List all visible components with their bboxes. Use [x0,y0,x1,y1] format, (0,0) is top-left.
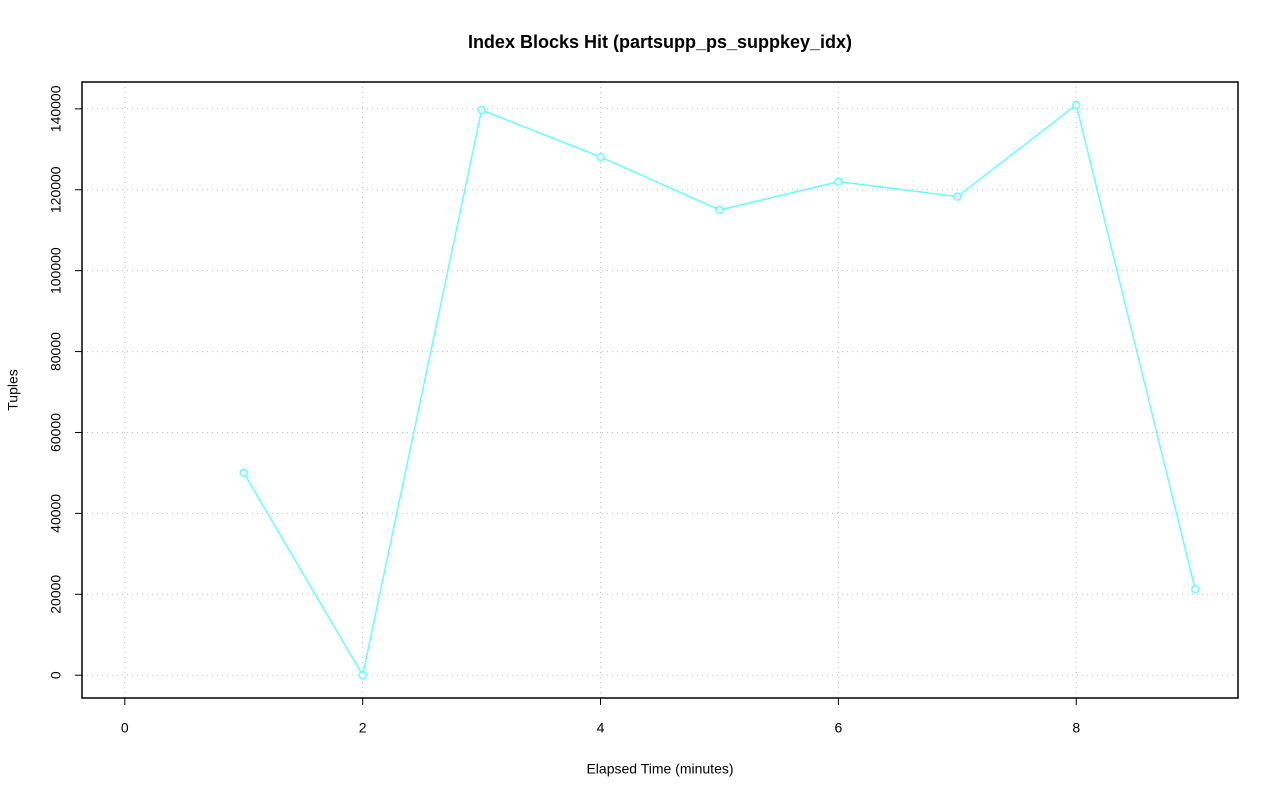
data-point [715,205,724,215]
data-point [1190,585,1200,594]
x-tick-label: 4 [597,720,605,736]
y-tick-label: 120000 [48,166,64,213]
x-tick-label: 0 [121,720,129,736]
data-point [477,105,486,115]
x-tick-label: 8 [1072,720,1080,736]
data-point [1072,100,1081,110]
chart-title: Index Blocks Hit (partsupp_ps_suppkey_id… [468,32,852,52]
x-axis-label: Elapsed Time (minutes) [586,761,733,777]
data-point [358,670,367,680]
data-point [834,177,843,186]
y-tick-label: 40000 [48,494,64,533]
data-point [953,192,962,201]
x-tick-label: 6 [834,720,842,736]
y-tick-label: 80000 [48,332,64,371]
plot-frame [81,81,1239,699]
y-tick-label: 20000 [48,575,64,614]
y-tick-label: 140000 [48,85,64,132]
data-point [596,152,605,162]
y-tick-label: 0 [48,671,64,679]
y-axis-label: Tuples [5,369,21,411]
y-tick-label: 60000 [48,413,64,452]
data-point [239,468,248,478]
x-tick-label: 2 [359,720,367,736]
y-tick-label: 100000 [48,247,64,294]
